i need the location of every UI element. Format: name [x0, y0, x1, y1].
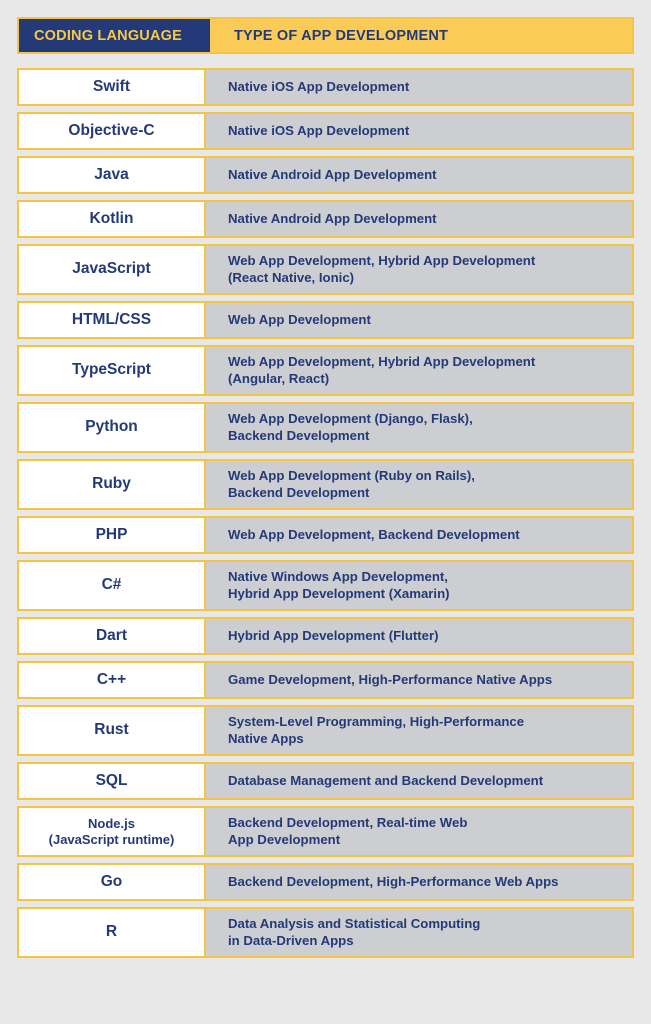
cell-app-development-type: Web App Development, Backend Development [206, 518, 632, 552]
cell-language: Go [19, 865, 206, 899]
cell-app-development-type: Native Android App Development [206, 158, 632, 192]
header-cell-type-of-app-development: TYPE OF APP DEVELOPMENT [210, 19, 632, 52]
table-row: R Data Analysis and Statistical Computing… [17, 907, 634, 958]
cell-language: Kotlin [19, 202, 206, 236]
cell-app-development-type: Native iOS App Development [206, 114, 632, 148]
type-line: Native Android App Development [228, 210, 437, 226]
type-line: System-Level Programming, High-Performan… [228, 713, 525, 729]
type-line: Data Analysis and Statistical Computing [228, 915, 481, 931]
cell-app-development-type: System-Level Programming, High-Performan… [206, 707, 632, 754]
cell-language: HTML/CSS [19, 303, 206, 337]
table-row: JavaScript Web App Development, Hybrid Ap… [17, 244, 634, 295]
type-line: Web App Development, Hybrid App Developm… [228, 353, 536, 369]
cell-app-development-type: Database Management and Backend Developm… [206, 764, 632, 798]
cell-app-development-type: Game Development, High-Performance Nativ… [206, 663, 632, 697]
type-line: (Angular, React) [228, 370, 330, 386]
cell-app-development-type: Backend Development, High-Performance We… [206, 865, 632, 899]
type-line: Backend Development [228, 484, 370, 500]
type-line: App Development [228, 831, 341, 847]
cell-app-development-type: Backend Development, Real-time Web App De… [206, 808, 632, 855]
table-header-row: CODING LANGUAGE TYPE OF APP DEVELOPMENT [17, 17, 634, 54]
cell-language: C# [19, 562, 206, 609]
table-row: SQL Database Management and Backend Devel… [17, 762, 634, 800]
table-row: Objective-C Native iOS App Development [17, 112, 634, 150]
type-line: Backend Development, Real-time Web [228, 814, 468, 830]
cell-app-development-type: Hybrid App Development (Flutter) [206, 619, 632, 653]
type-line: Game Development, High-Performance Nativ… [228, 671, 553, 687]
cell-language: Node.js (JavaScript runtime) [19, 808, 206, 855]
cell-app-development-type: Web App Development (Ruby on Rails), Back… [206, 461, 632, 508]
type-line: Hybrid App Development (Flutter) [228, 627, 439, 643]
table-row: Go Backend Development, High-Performance … [17, 863, 634, 901]
type-line: Native Android App Development [228, 166, 437, 182]
cell-app-development-type: Native Windows App Development, Hybrid Ap… [206, 562, 632, 609]
table-row: Ruby Web App Development (Ruby on Rails),… [17, 459, 634, 510]
type-line: Backend Development, High-Performance We… [228, 873, 559, 889]
table-row: Kotlin Native Android App Development [17, 200, 634, 238]
table-row: PHP Web App Development, Backend Developm… [17, 516, 634, 554]
cell-app-development-type: Native Android App Development [206, 202, 632, 236]
cell-language: C++ [19, 663, 206, 697]
type-line: in Data-Driven Apps [228, 932, 354, 948]
cell-app-development-type: Web App Development, Hybrid App Developm… [206, 246, 632, 293]
cell-language: Ruby [19, 461, 206, 508]
cell-language: Swift [19, 70, 206, 104]
type-line: Web App Development [228, 311, 371, 327]
type-line: Database Management and Backend Developm… [228, 772, 544, 788]
cell-language: Java [19, 158, 206, 192]
table-body: Swift Native iOS App Development Objective… [17, 68, 634, 958]
type-line: Native iOS App Development [228, 122, 410, 138]
table-row: Java Native Android App Development [17, 156, 634, 194]
type-line: Backend Development [228, 427, 370, 443]
cell-language: R [19, 909, 206, 956]
table-row: HTML/CSS Web App Development [17, 301, 634, 339]
type-line: Native Windows App Development, [228, 568, 448, 584]
cell-language: SQL [19, 764, 206, 798]
type-line: Hybrid App Development (Xamarin) [228, 585, 450, 601]
type-line: Web App Development (Django, Flask), [228, 410, 473, 426]
table-row: Dart Hybrid App Development (Flutter) [17, 617, 634, 655]
table-row: Swift Native iOS App Development [17, 68, 634, 106]
cell-language: Python [19, 404, 206, 451]
table-row: Python Web App Development (Django, Flask… [17, 402, 634, 453]
table-row: C++ Game Development, High-Performance Na… [17, 661, 634, 699]
type-line: Native iOS App Development [228, 78, 410, 94]
cell-language: Dart [19, 619, 206, 653]
cell-app-development-type: Data Analysis and Statistical Computing i… [206, 909, 632, 956]
cell-app-development-type: Web App Development, Hybrid App Developm… [206, 347, 632, 394]
cell-language: Rust [19, 707, 206, 754]
type-line: Web App Development, Hybrid App Developm… [228, 252, 536, 268]
cell-language: JavaScript [19, 246, 206, 293]
type-line: Web App Development, Backend Development [228, 526, 520, 542]
cell-app-development-type: Native iOS App Development [206, 70, 632, 104]
cell-language: PHP [19, 518, 206, 552]
cell-app-development-type: Web App Development (Django, Flask), Back… [206, 404, 632, 451]
cell-app-development-type: Web App Development [206, 303, 632, 337]
table-row: Node.js (JavaScript runtime) Backend Devel… [17, 806, 634, 857]
header-cell-coding-language: CODING LANGUAGE [19, 19, 210, 52]
table-row: C# Native Windows App Development, Hybrid … [17, 560, 634, 611]
table-row: Rust System-Level Programming, High-Perfo… [17, 705, 634, 756]
type-line: Web App Development (Ruby on Rails), [228, 467, 475, 483]
table-row: TypeScript Web App Development, Hybrid Ap… [17, 345, 634, 396]
type-line: Native Apps [228, 730, 304, 746]
cell-language: Objective-C [19, 114, 206, 148]
type-line: (React Native, Ionic) [228, 269, 355, 285]
cell-language: TypeScript [19, 347, 206, 394]
